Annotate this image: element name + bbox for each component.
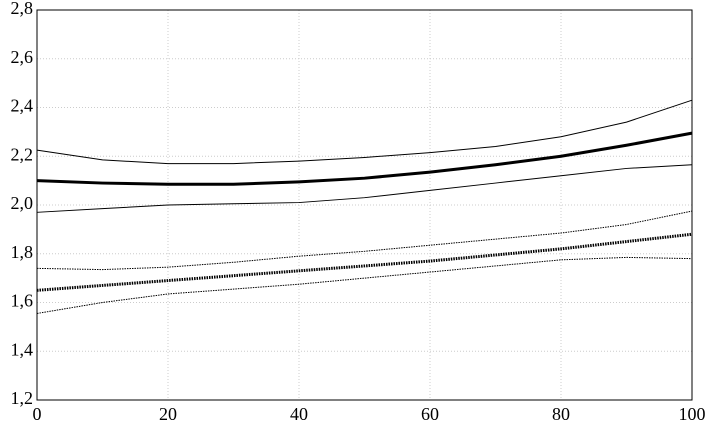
y-tick-label: 1,6 bbox=[11, 291, 34, 311]
x-tick-label: 0 bbox=[33, 404, 42, 424]
x-tick-label: 20 bbox=[159, 404, 177, 424]
y-tick-label: 1,2 bbox=[11, 388, 34, 408]
plot-frame bbox=[36, 9, 693, 401]
series-line bbox=[36, 210, 693, 271]
y-tick-label: 2,6 bbox=[11, 47, 34, 67]
series-line bbox=[36, 164, 693, 213]
y-tick-label: 2,0 bbox=[11, 193, 34, 213]
series-line bbox=[36, 232, 693, 292]
y-tick-label: 2,4 bbox=[11, 96, 34, 116]
y-tick-label: 2,2 bbox=[11, 144, 34, 164]
x-tick-label: 80 bbox=[552, 404, 570, 424]
y-tick-label: 1,4 bbox=[11, 339, 34, 359]
series-line bbox=[36, 256, 693, 314]
series-line bbox=[36, 131, 693, 186]
series-line bbox=[36, 99, 693, 165]
y-tick-label: 2,8 bbox=[11, 0, 34, 18]
x-tick-label: 100 bbox=[679, 404, 706, 424]
x-tick-label: 60 bbox=[421, 404, 439, 424]
y-tick-label: 1,8 bbox=[11, 242, 34, 262]
x-tick-label: 40 bbox=[290, 404, 308, 424]
